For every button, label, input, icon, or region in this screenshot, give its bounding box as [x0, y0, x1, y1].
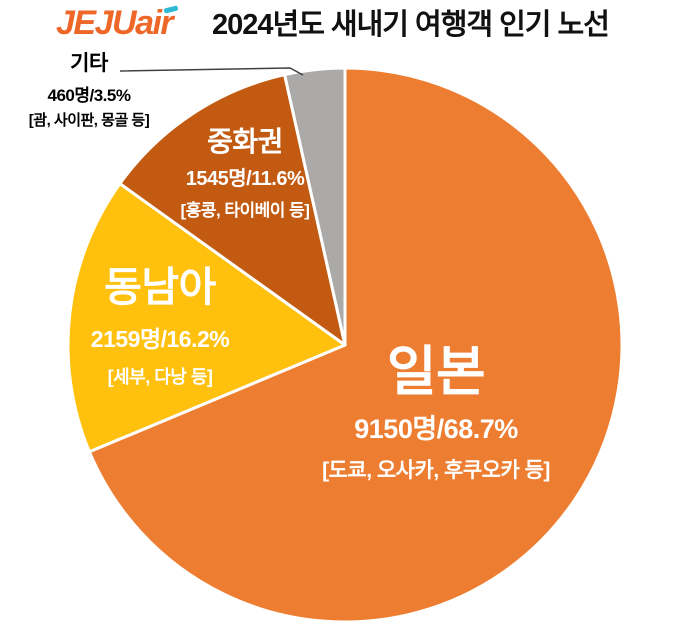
slice-label-etc: 기타 460명/3.5% [괌, 사이판, 몽골 등] — [3, 52, 175, 130]
slice-value: 9150명/68.7% — [354, 414, 518, 445]
pie-slice-greater-china — [118, 73, 347, 347]
slice-name: 일본 — [386, 342, 486, 402]
slice-examples: [괌, 사이판, 몽골 등] — [28, 111, 150, 129]
slice-name: 기타 — [70, 52, 108, 75]
slice-label-southeast-asia: 동남아 2159명/16.2% [세부, 다낭 등] — [56, 265, 264, 389]
header: JEJUair 2024년도 새내기 여행객 인기 노선 — [0, 0, 677, 48]
leader-line-etc — [119, 67, 304, 76]
slice-value: 460명/3.5% — [47, 85, 131, 105]
pie-slice-southeast-asia — [66, 182, 347, 454]
slice-value: 1545명/11.6% — [185, 168, 305, 191]
slice-examples: [홍콩, 타이베이 등] — [180, 201, 310, 221]
jejuair-logo: JEJUair — [56, 4, 179, 42]
slice-examples: [세부, 다낭 등] — [107, 367, 213, 388]
pie-slice-japan — [87, 66, 624, 624]
pie-slice-etc — [283, 66, 347, 347]
slice-name: 동남아 — [104, 264, 216, 310]
logo-text-jeju: JEJU — [56, 4, 137, 42]
slice-label-greater-china: 중화권 1545명/11.6% [홍콩, 타이베이 등] — [142, 126, 348, 221]
slice-examples: [도쿄, 오사카, 후쿠오카 등] — [322, 459, 550, 483]
slice-value: 2159명/16.2% — [90, 326, 230, 353]
slice-label-japan: 일본 9150명/68.7% [도쿄, 오사카, 후쿠오카 등] — [292, 343, 580, 484]
slice-name: 중화권 — [207, 126, 283, 157]
chart-title: 2024년도 새내기 여행객 인기 노선 — [212, 9, 610, 41]
